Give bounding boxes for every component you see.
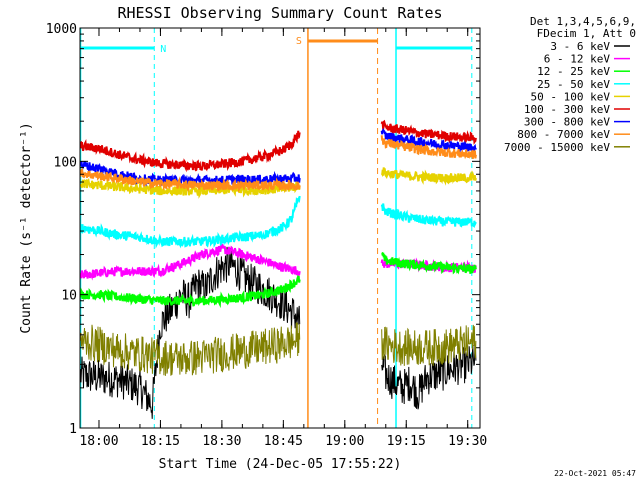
x-tick-label: 18:15 bbox=[141, 434, 180, 449]
y-tick-label: 100 bbox=[54, 155, 77, 170]
saa-label: S bbox=[296, 36, 302, 47]
y-tick-label: 1000 bbox=[46, 22, 77, 37]
x-tick-label: 19:15 bbox=[387, 434, 426, 449]
series-line bbox=[79, 168, 301, 193]
x-tick-label: 18:30 bbox=[202, 434, 241, 449]
series-line bbox=[380, 203, 477, 228]
series-800-7000-kev bbox=[79, 135, 477, 193]
legend-entry-label: 50 - 100 keV bbox=[531, 90, 611, 103]
x-tick-label: 19:00 bbox=[325, 434, 364, 449]
x-tick-label: 18:45 bbox=[264, 434, 303, 449]
series-line bbox=[381, 252, 477, 275]
legend: Det 1,3,4,5,6,9,FDecim 1, Att 03 - 6 keV… bbox=[504, 15, 636, 154]
series-7000-15000-kev bbox=[80, 322, 477, 376]
night-label: N bbox=[160, 44, 166, 55]
legend-entry-label: 3 - 6 keV bbox=[550, 40, 610, 53]
y-axis-label: Count Rate (s⁻¹ detector⁻¹) bbox=[19, 122, 34, 333]
y-tick-label: 10 bbox=[61, 289, 77, 304]
axes: 18:00 18:15 18:30 18:45 19:00 19:15 19:30 1 10 10… bbox=[46, 22, 488, 449]
series-line bbox=[79, 161, 301, 188]
series-line bbox=[79, 274, 301, 309]
legend-header: FDecim 1, Att 0 bbox=[537, 27, 636, 40]
y-tick-label: 1 bbox=[69, 422, 77, 437]
series-100-300-kev bbox=[79, 119, 477, 173]
legend-entry-label: 6 - 12 keV bbox=[544, 53, 611, 66]
x-tick-label: 18:00 bbox=[79, 434, 118, 449]
legend-entry-label: 12 - 25 keV bbox=[537, 65, 610, 78]
legend-entry-label: 100 - 300 keV bbox=[524, 103, 610, 116]
legend-entry-label: 800 - 7000 keV bbox=[517, 128, 610, 141]
plot-frame bbox=[79, 27, 481, 429]
series-line bbox=[79, 195, 301, 249]
series-line bbox=[380, 127, 477, 156]
series-line bbox=[380, 135, 477, 160]
series-line bbox=[79, 130, 301, 173]
series-line bbox=[380, 167, 477, 186]
series-line bbox=[80, 322, 301, 376]
legend-header: Det 1,3,4,5,6,9, bbox=[530, 15, 636, 28]
series-line bbox=[79, 243, 301, 281]
annotations: NS bbox=[79, 28, 473, 428]
legend-entry-label: 25 - 50 keV bbox=[537, 78, 610, 91]
chart-title: RHESSI Observing Summary Count Rates bbox=[117, 4, 442, 22]
x-tick-label: 19:30 bbox=[448, 434, 487, 449]
legend-entry-label: 7000 - 15000 keV bbox=[504, 141, 610, 154]
footer-timestamp: 22-Oct-2021 05:47 bbox=[554, 469, 636, 478]
x-axis-label: Start Time (24-Dec-05 17:55:22) bbox=[159, 457, 402, 472]
legend-entry-label: 300 - 800 keV bbox=[524, 116, 610, 129]
series-12-25-kev bbox=[79, 252, 477, 309]
series-line bbox=[381, 324, 477, 366]
series-25-50-kev bbox=[79, 195, 477, 249]
series-line bbox=[380, 119, 477, 145]
series-layer bbox=[79, 119, 477, 419]
series-300-800-kev bbox=[79, 127, 477, 188]
